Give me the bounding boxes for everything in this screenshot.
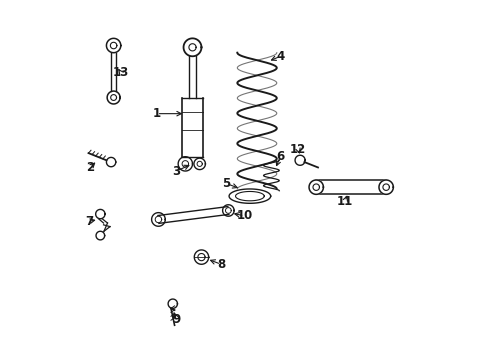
- Polygon shape: [294, 155, 305, 165]
- Text: 1: 1: [152, 107, 161, 120]
- Polygon shape: [222, 205, 234, 216]
- Text: 12: 12: [289, 143, 306, 156]
- Polygon shape: [194, 158, 205, 170]
- Polygon shape: [183, 39, 201, 56]
- Polygon shape: [168, 299, 177, 309]
- Polygon shape: [96, 231, 104, 240]
- Text: 3: 3: [172, 165, 180, 177]
- Polygon shape: [158, 207, 228, 223]
- Polygon shape: [106, 157, 116, 167]
- Polygon shape: [151, 213, 165, 226]
- Polygon shape: [194, 250, 208, 264]
- Text: 10: 10: [236, 210, 252, 222]
- Polygon shape: [378, 180, 392, 194]
- Text: 5: 5: [222, 177, 230, 190]
- Text: 8: 8: [217, 258, 225, 271]
- Text: 11: 11: [336, 195, 352, 208]
- Polygon shape: [182, 98, 202, 157]
- Text: 2: 2: [86, 161, 94, 174]
- Polygon shape: [316, 180, 386, 194]
- Text: 9: 9: [172, 313, 180, 327]
- Text: 6: 6: [276, 150, 284, 163]
- Polygon shape: [107, 91, 120, 104]
- Text: 4: 4: [276, 50, 284, 63]
- Polygon shape: [228, 189, 270, 203]
- Polygon shape: [111, 53, 116, 91]
- Text: 13: 13: [112, 66, 129, 79]
- Polygon shape: [96, 210, 105, 219]
- Polygon shape: [308, 180, 323, 194]
- Polygon shape: [178, 157, 192, 171]
- Polygon shape: [106, 39, 121, 53]
- Text: 7: 7: [85, 215, 93, 228]
- Polygon shape: [188, 56, 196, 98]
